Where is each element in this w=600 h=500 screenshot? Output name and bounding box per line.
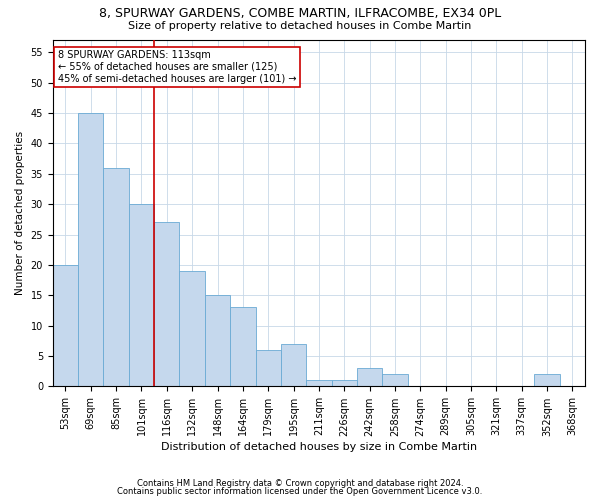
Y-axis label: Number of detached properties: Number of detached properties bbox=[15, 131, 25, 296]
Bar bbox=[332, 380, 357, 386]
Bar bbox=[382, 374, 407, 386]
Bar bbox=[154, 222, 179, 386]
Text: 8, SPURWAY GARDENS, COMBE MARTIN, ILFRACOMBE, EX34 0PL: 8, SPURWAY GARDENS, COMBE MARTIN, ILFRAC… bbox=[99, 8, 501, 20]
Bar bbox=[53, 265, 78, 386]
Text: Contains HM Land Registry data © Crown copyright and database right 2024.: Contains HM Land Registry data © Crown c… bbox=[137, 478, 463, 488]
Bar bbox=[256, 350, 281, 387]
Text: 8 SPURWAY GARDENS: 113sqm
← 55% of detached houses are smaller (125)
45% of semi: 8 SPURWAY GARDENS: 113sqm ← 55% of detac… bbox=[58, 50, 296, 84]
Bar bbox=[281, 344, 306, 387]
Bar bbox=[306, 380, 332, 386]
Bar bbox=[129, 204, 154, 386]
Bar bbox=[78, 113, 103, 386]
X-axis label: Distribution of detached houses by size in Combe Martin: Distribution of detached houses by size … bbox=[161, 442, 477, 452]
Bar bbox=[103, 168, 129, 386]
Text: Size of property relative to detached houses in Combe Martin: Size of property relative to detached ho… bbox=[128, 21, 472, 31]
Bar bbox=[205, 296, 230, 386]
Bar bbox=[535, 374, 560, 386]
Text: Contains public sector information licensed under the Open Government Licence v3: Contains public sector information licen… bbox=[118, 487, 482, 496]
Bar bbox=[230, 308, 256, 386]
Bar bbox=[179, 271, 205, 386]
Bar bbox=[357, 368, 382, 386]
